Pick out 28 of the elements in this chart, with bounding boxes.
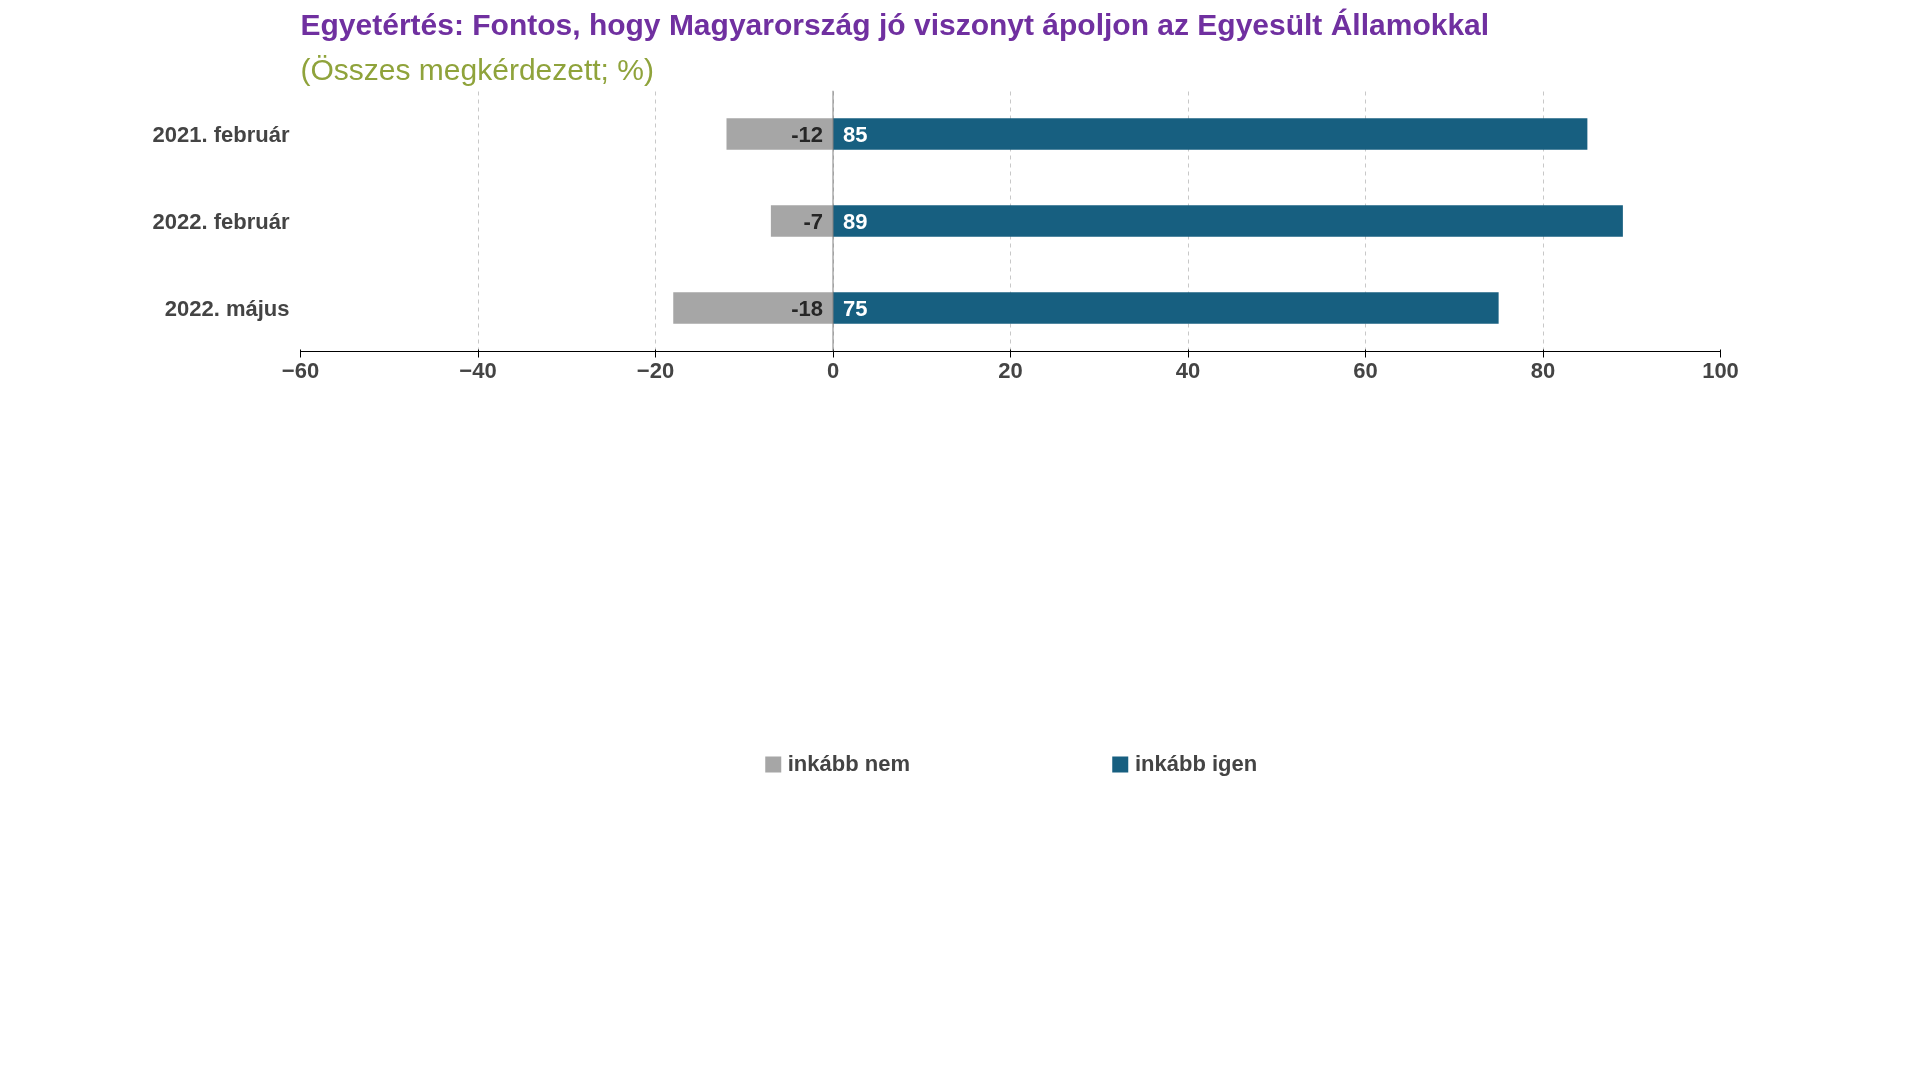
bar [833, 292, 1499, 324]
legend-label: inkább igen [1135, 750, 1258, 777]
x-tick-label: 60 [1353, 357, 1378, 383]
bar [673, 292, 833, 324]
data-label: -12 [791, 121, 823, 147]
legend-label: inkább nem [787, 750, 910, 777]
bar [726, 118, 833, 150]
data-label: -7 [803, 208, 823, 234]
bar [833, 118, 1588, 150]
x-tick-label: 100 [1702, 357, 1739, 383]
bar [833, 205, 1623, 237]
data-label: 89 [843, 208, 868, 234]
chart-subtitle: (Összes megkérdezett; %) [300, 52, 654, 86]
chart-title: Egyetértés: Fontos, hogy Magyarország jó viszonyt ápoljon az Egyesült Államokkal [300, 7, 1490, 41]
x-tick-label: −60 [281, 357, 320, 383]
x-tick-label: 20 [998, 357, 1023, 383]
data-label: 75 [843, 295, 868, 321]
x-tick-label: −20 [636, 357, 675, 383]
y-tick-label: 2022. május [164, 295, 290, 321]
y-tick-label: 2022. február [152, 208, 290, 234]
x-tick-label: −40 [459, 357, 497, 383]
y-tick-label: 2021. február [152, 121, 290, 147]
data-label: 85 [843, 121, 868, 147]
x-tick-label: 80 [1530, 357, 1556, 383]
data-label: -18 [791, 295, 823, 321]
x-tick-label: 40 [1175, 357, 1201, 383]
x-tick-label: 0 [826, 357, 840, 383]
bar [770, 205, 833, 237]
